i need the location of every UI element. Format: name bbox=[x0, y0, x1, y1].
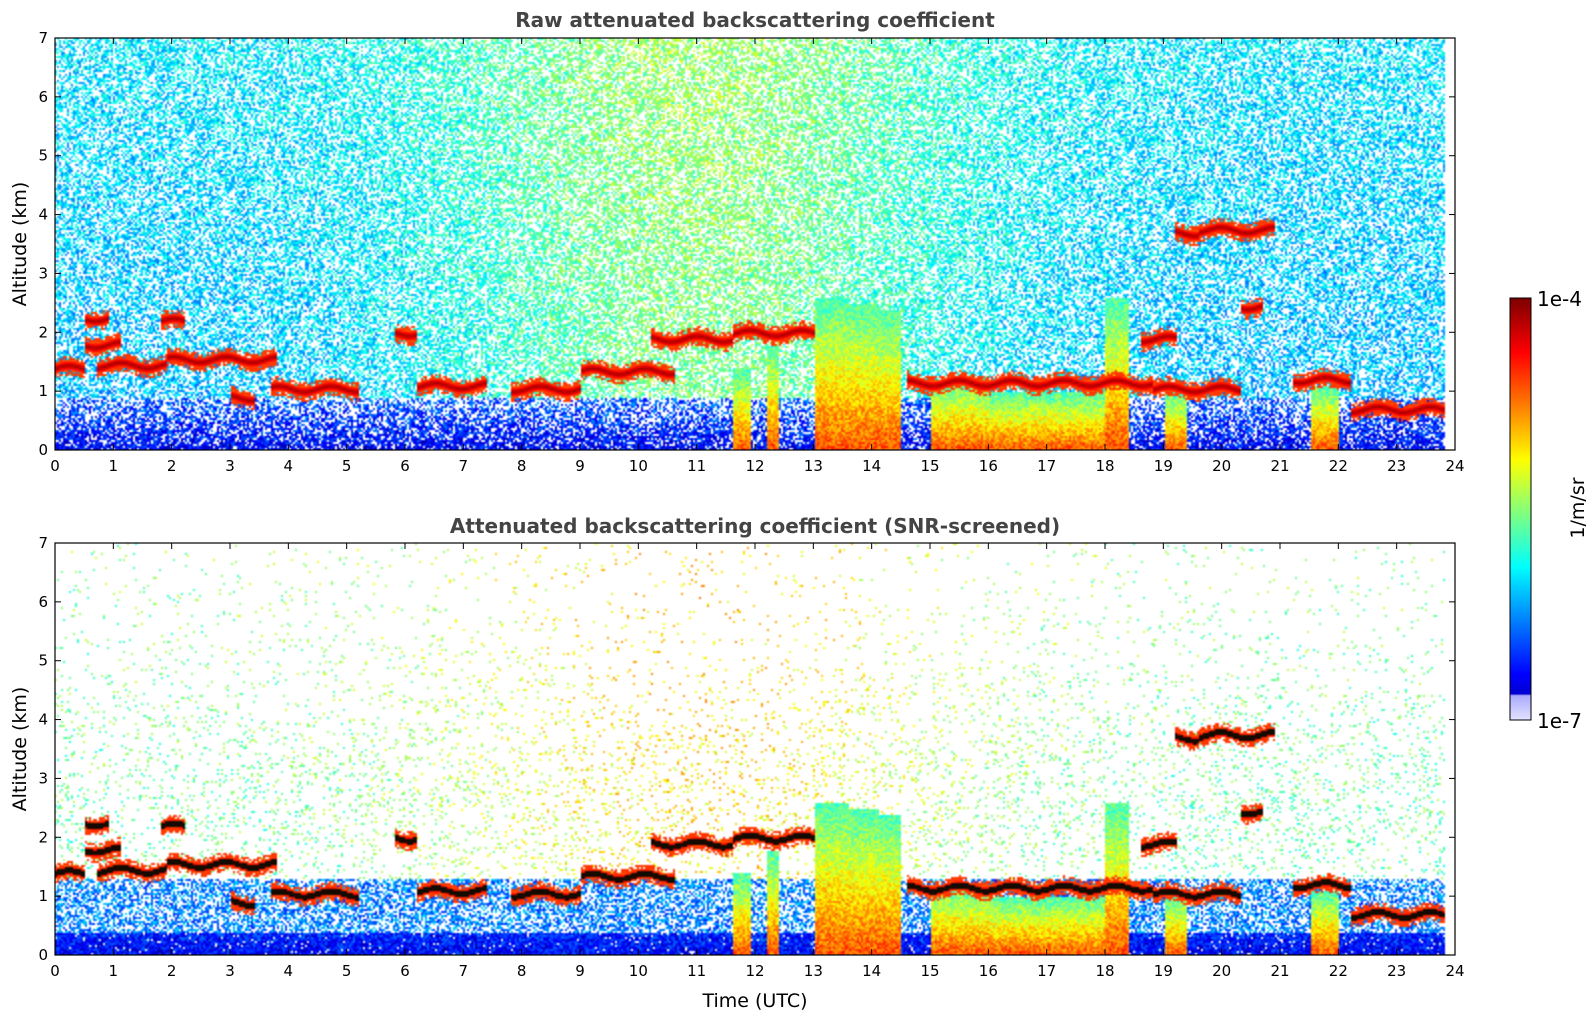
raw-x-tick-label: 13 bbox=[804, 457, 823, 475]
raw-y-tick-label: 2 bbox=[38, 323, 48, 341]
screened-x-tick-label: 7 bbox=[459, 962, 469, 980]
screened-y-tick-label: 6 bbox=[38, 593, 48, 611]
screened-x-tick-label: 20 bbox=[1212, 962, 1231, 980]
screened-x-tick-label: 5 bbox=[342, 962, 352, 980]
raw-x-tick-label: 4 bbox=[284, 457, 294, 475]
raw-x-tick-label: 7 bbox=[459, 457, 469, 475]
heatmap-screened bbox=[55, 543, 1455, 955]
screened-y-tick-label: 1 bbox=[38, 887, 48, 905]
raw-y-tick-label: 6 bbox=[38, 88, 48, 106]
screened-y-tick-label: 7 bbox=[38, 534, 48, 552]
screened-x-tick-label: 2 bbox=[167, 962, 177, 980]
screened-x-tick-label: 12 bbox=[745, 962, 764, 980]
screened-x-tick-label: 19 bbox=[1154, 962, 1173, 980]
screened-x-tick-label: 14 bbox=[862, 962, 881, 980]
top-chart-title: Raw attenuated backscattering coefficien… bbox=[515, 8, 995, 32]
bottom-chart-title: Attenuated backscattering coefficient (S… bbox=[449, 514, 1061, 538]
raw-y-tick-label: 0 bbox=[38, 441, 48, 459]
screened-x-tick-label: 13 bbox=[804, 962, 823, 980]
top-y-axis-label: Altitude (km) bbox=[9, 181, 31, 307]
raw-y-tick-label: 7 bbox=[38, 29, 48, 47]
raw-x-tick-label: 22 bbox=[1329, 457, 1348, 475]
raw-x-tick-label: 5 bbox=[342, 457, 352, 475]
screened-y-tick-label: 3 bbox=[38, 769, 48, 787]
raw-x-tick-label: 20 bbox=[1212, 457, 1231, 475]
colorbar-gradient bbox=[1510, 298, 1531, 720]
screened-x-tick-label: 8 bbox=[517, 962, 527, 980]
raw-x-tick-label: 23 bbox=[1387, 457, 1406, 475]
raw-y-tick-label: 1 bbox=[38, 382, 48, 400]
screened-x-tick-label: 11 bbox=[687, 962, 706, 980]
screened-x-tick-label: 0 bbox=[50, 962, 60, 980]
raw-x-tick-label: 3 bbox=[225, 457, 235, 475]
bottom-y-axis-label: Altitude (km) bbox=[9, 686, 31, 812]
raw-x-tick-label: 12 bbox=[745, 457, 764, 475]
raw-x-tick-label: 10 bbox=[629, 457, 648, 475]
screened-x-tick-label: 3 bbox=[225, 962, 235, 980]
raw-x-tick-label: 14 bbox=[862, 457, 881, 475]
raw-x-tick-label: 15 bbox=[920, 457, 939, 475]
raw-x-tick-label: 21 bbox=[1270, 457, 1289, 475]
raw-x-tick-label: 16 bbox=[979, 457, 998, 475]
screened-x-tick-label: 22 bbox=[1329, 962, 1348, 980]
raw-y-tick-label: 4 bbox=[38, 206, 48, 224]
screened-y-tick-label: 0 bbox=[38, 946, 48, 964]
screened-y-tick-label: 4 bbox=[38, 711, 48, 729]
raw-x-tick-label: 8 bbox=[517, 457, 527, 475]
x-axis-label: Time (UTC) bbox=[702, 990, 808, 1012]
screened-x-tick-label: 18 bbox=[1095, 962, 1114, 980]
screened-x-tick-label: 9 bbox=[575, 962, 585, 980]
heatmap-raw bbox=[55, 38, 1455, 450]
axes-raw: 0 1 2 3 4 5 6 7 8 9 10 11 12 13 14 15 16 17 18 19 20 21 22 23 24… bbox=[38, 29, 1464, 475]
screened-x-tick-label: 23 bbox=[1387, 962, 1406, 980]
raw-x-tick-label: 0 bbox=[50, 457, 60, 475]
raw-x-tick-label: 24 bbox=[1445, 457, 1464, 475]
screened-x-tick-label: 4 bbox=[284, 962, 294, 980]
screened-x-tick-label: 1 bbox=[109, 962, 119, 980]
screened-y-tick-label: 5 bbox=[38, 652, 48, 670]
colorbar-frame bbox=[1509, 297, 1532, 721]
colorbar-max-label: 1e-4 bbox=[1537, 287, 1582, 311]
screened-x-tick-label: 16 bbox=[979, 962, 998, 980]
raw-y-tick-label: 3 bbox=[38, 264, 48, 282]
raw-x-tick-label: 1 bbox=[109, 457, 119, 475]
raw-x-tick-label: 2 bbox=[167, 457, 177, 475]
raw-x-tick-label: 19 bbox=[1154, 457, 1173, 475]
raw-x-tick-label: 17 bbox=[1037, 457, 1056, 475]
raw-y-tick-label: 5 bbox=[38, 147, 48, 165]
screened-x-tick-label: 24 bbox=[1445, 962, 1464, 980]
raw-x-tick-label: 18 bbox=[1095, 457, 1114, 475]
raw-x-tick-label: 6 bbox=[400, 457, 410, 475]
screened-x-tick-label: 15 bbox=[920, 962, 939, 980]
raw-x-tick-label: 9 bbox=[575, 457, 585, 475]
screened-x-tick-label: 10 bbox=[629, 962, 648, 980]
colorbar-min-label: 1e-7 bbox=[1537, 709, 1582, 733]
screened-x-tick-label: 6 bbox=[400, 962, 410, 980]
axes-screened: 0 1 2 3 4 5 6 7 8 9 10 11 12 13 14 15 16 17 18 19 20 21 22 23 24… bbox=[38, 534, 1464, 980]
raw-x-tick-label: 11 bbox=[687, 457, 706, 475]
screened-x-tick-label: 21 bbox=[1270, 962, 1289, 980]
colorbar-unit-label: 1/m/sr bbox=[1567, 477, 1589, 539]
screened-x-tick-label: 17 bbox=[1037, 962, 1056, 980]
screened-y-tick-label: 2 bbox=[38, 828, 48, 846]
